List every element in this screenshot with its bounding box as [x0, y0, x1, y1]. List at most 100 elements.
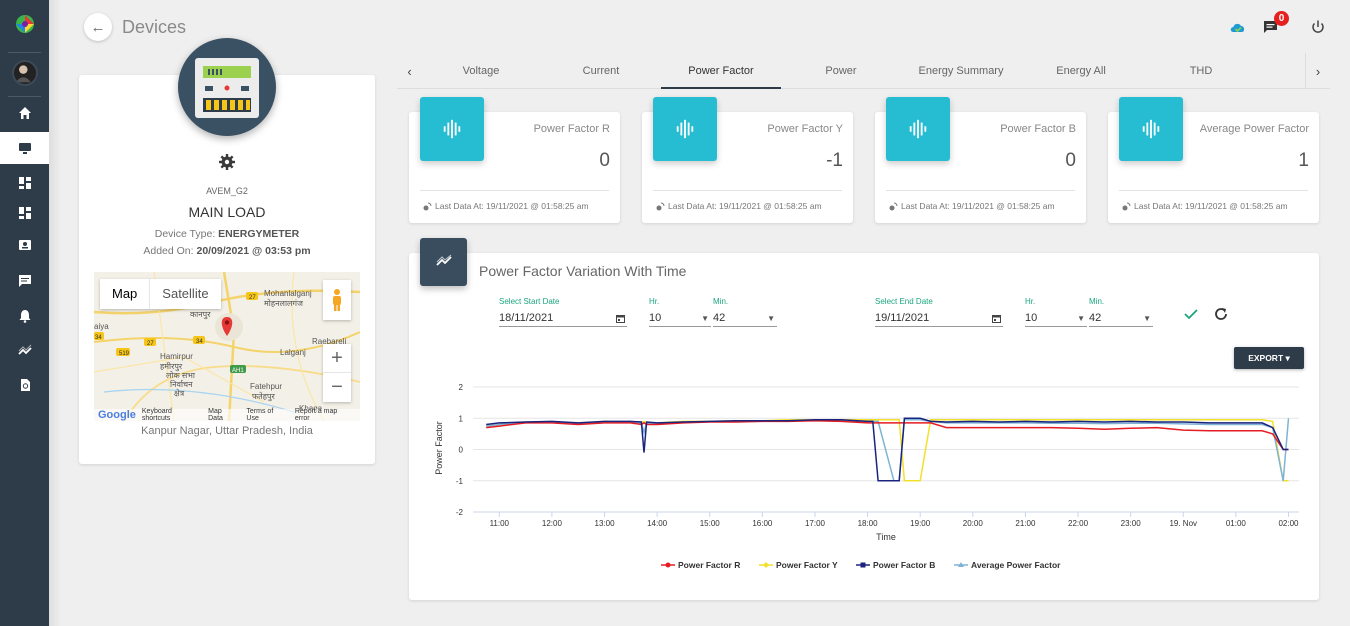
- tab-power[interactable]: Power: [825, 65, 857, 77]
- chat-icon: [18, 275, 31, 287]
- stat-label: Power Factor Y: [767, 123, 843, 135]
- street-view-pegman[interactable]: [323, 280, 351, 320]
- sidebar-item-trends[interactable]: [0, 335, 49, 367]
- gear-icon[interactable]: [218, 153, 236, 171]
- tab-energy-all[interactable]: Energy All: [1056, 65, 1106, 77]
- tabs-next-button[interactable]: ›: [1305, 53, 1330, 89]
- stat-card-pf-avg: Average Power Factor 1 Last Data At: 19/…: [1108, 97, 1319, 223]
- x-tick-label: 01:00: [1226, 519, 1247, 528]
- chart-x-ticks: 11:00 12:00 13:00 14:00 15:00 16:00 17:00 18:00…: [490, 512, 1299, 528]
- sidebar-item-reports[interactable]: [0, 369, 49, 401]
- waveform-icon: [676, 119, 694, 139]
- chat-notification-icon[interactable]: [1262, 18, 1280, 36]
- refresh-icon[interactable]: [1213, 306, 1229, 322]
- y-tick-label: -2: [456, 508, 464, 517]
- power-icon[interactable]: [1309, 18, 1327, 36]
- tab-energy-summary[interactable]: Energy Summary: [918, 65, 1004, 77]
- x-tick-label: 12:00: [542, 519, 563, 528]
- svg-text:AH1: AH1: [232, 368, 244, 374]
- tab-voltage[interactable]: Voltage: [462, 65, 500, 77]
- sidebar-item-dashboard-2[interactable]: [0, 197, 49, 229]
- series-line-2: [486, 417, 1289, 482]
- map-tab-map[interactable]: Map: [112, 286, 138, 301]
- stat-value: 0: [599, 150, 610, 171]
- x-tick-label: 16:00: [752, 519, 773, 528]
- map-place: मोहनलालगंज: [264, 299, 303, 308]
- tabs-prev-button[interactable]: ‹: [397, 53, 422, 89]
- tab-power-factor[interactable]: Power Factor: [661, 53, 781, 89]
- pegman-icon: [333, 289, 341, 311]
- device-avatar: [178, 38, 276, 136]
- calendar-icon[interactable]: [616, 314, 625, 323]
- calendar-icon[interactable]: [992, 314, 1001, 323]
- device-type: Device Type: ENERGYMETER: [79, 228, 375, 240]
- sidebar-item-messages[interactable]: [0, 265, 49, 297]
- sidebar-item-contacts[interactable]: [0, 229, 49, 261]
- end-date-value: 19/11/2021: [875, 312, 930, 324]
- x-tick-label: 11:00: [490, 519, 510, 528]
- tab-thd[interactable]: THD: [1189, 65, 1213, 77]
- end-hour-select[interactable]: 10 ▼: [1025, 310, 1087, 327]
- sensor-icon: [889, 202, 898, 210]
- x-tick-label: 02:00: [1278, 519, 1299, 528]
- map-data-link[interactable]: Map Data: [208, 408, 223, 421]
- start-hour-label: Hr.: [649, 297, 660, 306]
- device-added-label: Added On:: [143, 245, 194, 257]
- keyboard-shortcuts-link[interactable]: Keyboard shortcuts: [141, 408, 172, 421]
- waveform-icon: [909, 119, 927, 139]
- end-minute-select[interactable]: 42 ▼: [1089, 310, 1153, 327]
- caret-down-icon: ▼: [1077, 314, 1085, 323]
- export-button[interactable]: EXPORT ▾: [1234, 347, 1304, 369]
- waveform-icon: [443, 119, 461, 139]
- apply-check-icon[interactable]: [1183, 306, 1199, 322]
- chart-x-axis-label: Time: [876, 532, 896, 542]
- tab-current[interactable]: Current: [582, 65, 620, 77]
- sidebar-item-devices[interactable]: [0, 132, 49, 164]
- stat-icon: [886, 97, 950, 161]
- x-tick-label: 17:00: [805, 519, 826, 528]
- map-place: Raebareli: [312, 337, 347, 346]
- sensor-icon: [423, 202, 432, 210]
- back-button[interactable]: ←: [84, 13, 112, 41]
- contact-card-icon: [18, 240, 31, 250]
- svg-text:34: 34: [196, 339, 203, 345]
- sidebar-divider: [8, 52, 41, 53]
- stat-footer-text: Last Data At: 19/11/2021 @ 01:58:25 am: [668, 201, 822, 211]
- user-avatar[interactable]: [12, 60, 38, 86]
- start-hour-select[interactable]: 10 ▼: [649, 310, 711, 327]
- stat-footer: Last Data At: 19/11/2021 @ 01:58:25 am: [1122, 201, 1288, 211]
- notification-badge: 0: [1274, 11, 1289, 26]
- chart-y-axis-label: Power Factor: [434, 421, 444, 475]
- terms-link[interactable]: Terms of Use: [246, 408, 274, 421]
- y-tick-label: 0: [459, 446, 464, 455]
- chart-header-icon: [420, 238, 467, 286]
- legend-marker: [958, 562, 964, 567]
- chart-legend: Power Factor R Power Factor Y Power Factor…: [661, 560, 1061, 570]
- start-minute-value: 42: [713, 312, 726, 324]
- caret-down-icon: ▾: [1285, 352, 1290, 363]
- sidebar-item-dashboard[interactable]: [0, 167, 49, 199]
- stat-card-pf-b: Power Factor B 0 Last Data At: 19/11/202…: [875, 97, 1086, 223]
- sidebar-item-home[interactable]: [0, 97, 49, 129]
- report-error-link[interactable]: Report a map error: [294, 408, 338, 421]
- cloud-check-icon[interactable]: [1229, 18, 1247, 36]
- zoom-out-button[interactable]: −: [331, 376, 343, 398]
- sidebar-item-alerts[interactable]: [0, 300, 49, 332]
- map-tab-satellite[interactable]: Satellite: [149, 279, 220, 309]
- svg-text:34: 34: [95, 335, 102, 341]
- power-factor-chart[interactable]: 2 1 0 -1 -2 11:00 12:00 13:00 14:00 15:00 16:00 17…: [409, 373, 1319, 583]
- location-map[interactable]: 27 519 27 34 AH1 34 Mohanlalganj मोहनलाल…: [94, 272, 360, 421]
- stat-footer: Last Data At: 19/11/2021 @ 01:58:25 am: [423, 201, 589, 211]
- chevron-left-icon: ‹: [407, 63, 412, 79]
- map-place: हमीरपुर: [160, 362, 183, 371]
- chart-y-ticks: 2 1 0 -1 -2: [456, 383, 464, 517]
- start-date-input[interactable]: 18/11/2021: [499, 310, 627, 327]
- stat-label: Power Factor B: [1000, 123, 1076, 135]
- end-date-input[interactable]: 19/11/2021: [875, 310, 1003, 327]
- svg-text:27: 27: [147, 341, 154, 347]
- stat-divider: [1119, 190, 1308, 191]
- zoom-in-button[interactable]: +: [323, 344, 351, 373]
- start-minute-select[interactable]: 42 ▼: [713, 310, 777, 327]
- app-logo-icon[interactable]: [14, 11, 36, 37]
- legend-marker: [763, 562, 769, 568]
